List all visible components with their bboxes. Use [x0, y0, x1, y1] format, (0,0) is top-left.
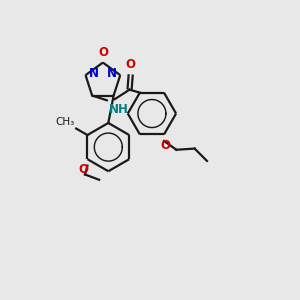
Text: N: N [107, 67, 117, 80]
Text: O: O [98, 46, 108, 59]
Text: N: N [89, 67, 99, 80]
Text: O: O [126, 58, 136, 70]
Text: O: O [79, 163, 88, 176]
Text: CH₃: CH₃ [56, 117, 75, 127]
Text: O: O [160, 139, 170, 152]
Text: NH: NH [109, 103, 129, 116]
